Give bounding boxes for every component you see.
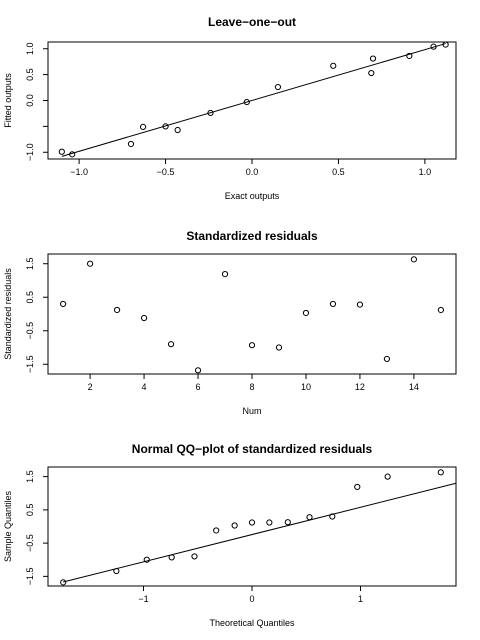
x-tick-label: 14: [409, 382, 419, 392]
data-point: [284, 519, 291, 526]
data-point: [86, 260, 94, 267]
x-tick-label: 10: [301, 382, 311, 392]
plot-title: Normal QQ−plot of standardized residuals: [132, 442, 373, 456]
data-point: [168, 554, 175, 561]
data-point: [437, 306, 444, 314]
data-point: [329, 513, 336, 520]
data-point: [167, 341, 175, 348]
x-tick-label: 0.0: [246, 167, 259, 177]
data-point: [329, 300, 337, 308]
y-tick-label: 1.5: [25, 470, 35, 483]
y-tick-label: −1.5: [25, 567, 35, 585]
data-point: [221, 271, 229, 278]
x-tick-label: −1: [138, 594, 148, 604]
plot-panel-2: Standardized residuals Num Standardized re…: [3, 229, 457, 416]
data-point: [58, 148, 65, 155]
data-point: [406, 52, 413, 60]
x-tick-label: −0.5: [157, 167, 175, 177]
data-point: [143, 556, 150, 563]
y-tick-label: 0.5: [25, 504, 35, 517]
plot-frame: [47, 253, 457, 375]
data-point: [213, 527, 220, 534]
y-tick-label: −0.5: [25, 322, 35, 340]
data-point: [191, 553, 198, 560]
data-point: [437, 469, 444, 476]
data-point: [383, 355, 391, 363]
y-axis-label: Sample Quantiles: [3, 490, 13, 562]
data-point: [442, 41, 449, 48]
data-point: [302, 309, 310, 317]
plot-panel-1: Leave−one−out Exact outputs Fitted outputs…: [3, 15, 457, 201]
data-point: [430, 43, 437, 50]
x-tick-label: 4: [142, 382, 147, 392]
x-tick-label: 0: [249, 594, 254, 604]
x-axis-label: Theoretical Quantiles: [209, 618, 295, 628]
data-point: [306, 514, 313, 521]
y-axis-label: Fitted outputs: [3, 73, 13, 128]
data-point: [354, 483, 361, 491]
x-tick-label: 1: [358, 594, 363, 604]
y-tick-label: −1.5: [25, 355, 35, 373]
plot-panel-3: Normal QQ−plot of standardized residuals…: [3, 442, 457, 628]
data-point: [69, 151, 76, 158]
y-tick-label: 1.0: [25, 42, 35, 55]
data-point: [113, 306, 121, 314]
data-point: [194, 367, 202, 374]
x-axis-label: Num: [242, 406, 261, 416]
x-tick-label: 1.0: [419, 167, 432, 177]
x-axis-label: Exact outputs: [225, 191, 280, 201]
data-point: [127, 140, 135, 148]
data-point: [174, 126, 181, 134]
x-tick-label: 2: [88, 382, 93, 392]
data-point: [60, 579, 67, 586]
reference-line: [63, 482, 457, 583]
data-point: [231, 522, 238, 529]
data-point: [243, 98, 250, 106]
plot-title: Standardized residuals: [186, 229, 318, 243]
data-point: [139, 123, 147, 131]
reference-line: [61, 43, 446, 157]
data-point: [207, 109, 214, 117]
data-point: [356, 301, 364, 308]
data-point: [274, 83, 282, 91]
data-point: [275, 344, 283, 351]
x-tick-label: 6: [196, 382, 201, 392]
x-tick-label: 8: [249, 382, 254, 392]
data-point: [248, 342, 256, 349]
data-point: [140, 314, 148, 322]
data-point: [368, 69, 375, 77]
data-point: [113, 567, 120, 575]
y-axis-label: Standardized residuals: [3, 268, 13, 360]
data-point: [330, 62, 337, 69]
data-point: [369, 55, 377, 62]
y-tick-label: 0.0: [25, 94, 35, 107]
y-tick-label: 1.5: [25, 257, 35, 270]
plot-title: Leave−one−out: [208, 15, 296, 29]
y-tick-label: −0.5: [25, 534, 35, 552]
x-tick-label: 12: [355, 382, 365, 392]
data-point: [60, 300, 67, 308]
y-tick-label: 0.5: [25, 68, 35, 81]
data-point: [162, 123, 169, 130]
plot-frame: [47, 466, 457, 587]
data-point: [248, 519, 256, 526]
data-point: [266, 519, 273, 526]
x-tick-label: −1.0: [70, 167, 88, 177]
data-point: [384, 473, 391, 480]
y-tick-label: 0.5: [25, 291, 35, 304]
y-tick-label: −1.0: [25, 143, 35, 161]
x-tick-label: 0.5: [332, 167, 345, 177]
data-point: [410, 256, 418, 263]
